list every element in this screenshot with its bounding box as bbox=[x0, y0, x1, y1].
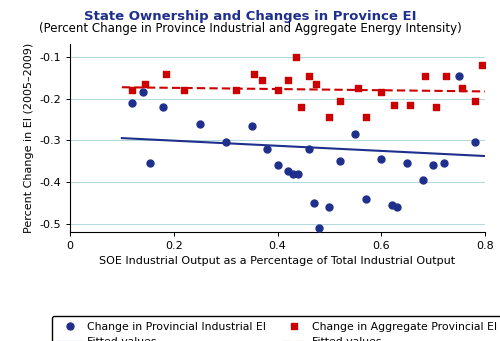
Point bbox=[422, 73, 430, 78]
Point bbox=[250, 71, 258, 76]
Point bbox=[294, 171, 302, 176]
Point bbox=[390, 102, 398, 107]
Point bbox=[470, 139, 478, 145]
Point bbox=[138, 90, 146, 95]
Point bbox=[258, 77, 266, 83]
Legend: Change in Provincial Industrial EI, Fitted values, Change in Aggregate Provincia: Change in Provincial Industrial EI, Fitt… bbox=[52, 315, 500, 341]
Point bbox=[429, 162, 437, 168]
Point bbox=[352, 131, 360, 137]
Point bbox=[304, 146, 312, 151]
Point bbox=[248, 123, 256, 128]
Point bbox=[146, 160, 154, 166]
Point bbox=[354, 85, 362, 91]
Point bbox=[284, 77, 292, 83]
Point bbox=[378, 90, 386, 95]
Point bbox=[284, 169, 292, 174]
Point bbox=[289, 171, 297, 176]
Point bbox=[274, 87, 281, 93]
Point bbox=[393, 204, 401, 210]
Point bbox=[180, 87, 188, 93]
Point bbox=[304, 73, 312, 78]
Point bbox=[312, 81, 320, 87]
Point bbox=[292, 54, 300, 60]
Point bbox=[336, 98, 344, 103]
Point bbox=[128, 100, 136, 105]
Point bbox=[362, 196, 370, 201]
Point bbox=[378, 156, 386, 162]
Point bbox=[162, 71, 170, 76]
Title: State Ownership and Changes in Province EI
(Percent Change in Province Industria: State Ownership and Changes in Province … bbox=[0, 340, 1, 341]
Point bbox=[478, 62, 486, 68]
Text: State Ownership and Changes in Province EI: State Ownership and Changes in Province … bbox=[84, 10, 416, 23]
Point bbox=[403, 160, 411, 166]
Point bbox=[440, 160, 448, 166]
Point bbox=[406, 102, 414, 107]
Point bbox=[196, 121, 203, 126]
Point bbox=[160, 104, 168, 109]
Point bbox=[458, 85, 466, 91]
Point bbox=[442, 73, 450, 78]
Point bbox=[222, 139, 230, 145]
Point bbox=[470, 98, 478, 103]
Point bbox=[128, 87, 136, 93]
Point bbox=[326, 204, 334, 210]
X-axis label: SOE Industrial Output as a Percentage of Total Industrial Output: SOE Industrial Output as a Percentage of… bbox=[100, 256, 456, 266]
Point bbox=[388, 202, 396, 208]
Point bbox=[326, 115, 334, 120]
Y-axis label: Percent Change in EI (2005–2009): Percent Change in EI (2005–2009) bbox=[24, 43, 34, 233]
Point bbox=[263, 146, 271, 151]
Point bbox=[336, 158, 344, 164]
Point bbox=[362, 115, 370, 120]
Point bbox=[419, 177, 427, 182]
Point bbox=[310, 200, 318, 205]
Point bbox=[432, 104, 440, 109]
Point bbox=[274, 162, 281, 168]
Text: (Percent Change in Province Industrial and Aggregate Energy Intensity): (Percent Change in Province Industrial a… bbox=[38, 22, 462, 35]
Point bbox=[455, 73, 463, 78]
Point bbox=[297, 104, 305, 109]
Point bbox=[315, 225, 323, 231]
Point bbox=[232, 87, 240, 93]
Point bbox=[141, 81, 149, 87]
